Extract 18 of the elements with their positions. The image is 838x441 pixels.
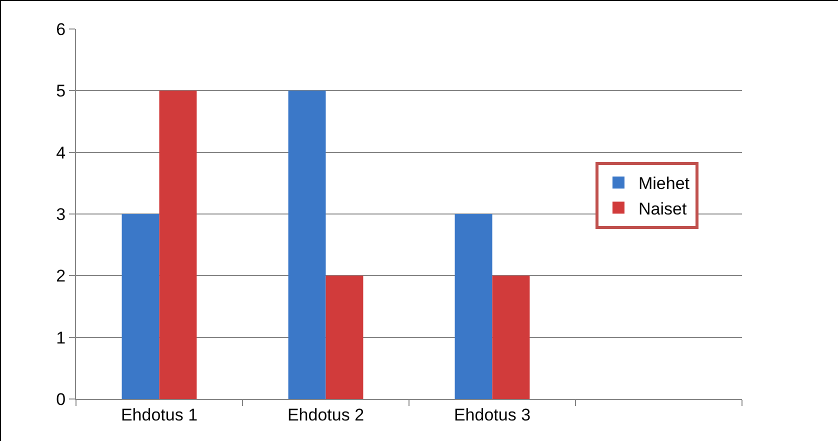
y-tick-label: 4 [56, 143, 66, 162]
y-tick-label: 1 [56, 328, 66, 348]
y-tick-label: 3 [56, 204, 66, 224]
y-tick-label: 2 [56, 266, 66, 286]
bar [159, 90, 197, 399]
x-tick-label: Ehdotus 1 [120, 405, 198, 424]
y-tick-label: 5 [56, 82, 66, 101]
bar [492, 276, 530, 399]
bar [454, 214, 492, 399]
bar [122, 214, 160, 399]
x-tick-label: Ehdotus 2 [287, 405, 364, 424]
y-tick-label: 0 [56, 390, 66, 409]
bar [326, 276, 364, 399]
legend-label: Miehet [638, 174, 690, 194]
y-tick-label: 6 [56, 20, 66, 39]
bar [288, 90, 326, 399]
x-tick-label: Ehdotus 3 [454, 405, 531, 424]
legend-label: Naiset [638, 199, 687, 218]
